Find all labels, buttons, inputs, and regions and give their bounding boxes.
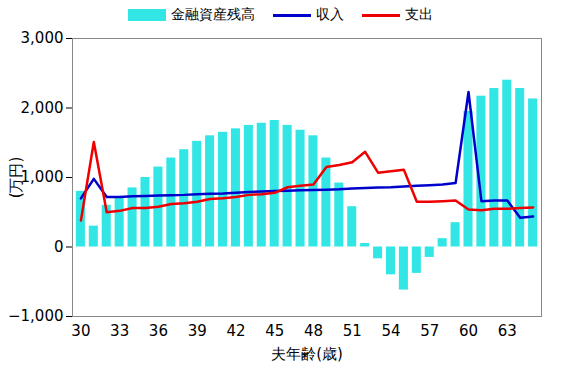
html-text:支出: 支出 [405,6,433,22]
svg-text:45: 45 [265,322,284,340]
svg-text:33: 33 [110,322,129,340]
svg-text:63: 63 [498,322,517,340]
svg-text:3,000: 3,000 [21,30,64,47]
svg-text:60: 60 [459,322,478,340]
svg-text:39: 39 [188,322,207,340]
svg-text:−1,000: −1,000 [8,307,64,325]
svg-text:1,000: 1,000 [21,168,64,186]
svg-text:42: 42 [226,322,245,340]
svg-text:54: 54 [381,322,400,340]
svg-text:48: 48 [304,322,323,340]
svg-text:57: 57 [420,322,439,340]
html-text:収入: 収入 [316,6,344,22]
svg-text:2,000: 2,000 [21,99,64,117]
svg-text:51: 51 [343,322,362,340]
svg-text:0: 0 [54,238,64,256]
svg-text:30: 30 [71,322,90,340]
svg-text:36: 36 [149,322,168,340]
svg-text:(万円): (万円) [7,157,25,199]
html-text:金融資産残高: 金融資産残高 [171,6,255,22]
svg-text:夫年齢(歳): 夫年齢(歳) [271,345,343,363]
